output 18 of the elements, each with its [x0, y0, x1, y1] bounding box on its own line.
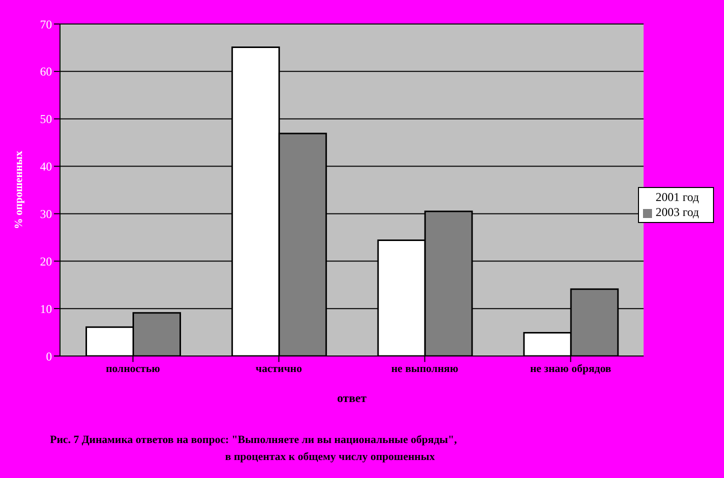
y-axis-title: % опрошенных: [12, 150, 25, 230]
x-axis-title: ответ: [337, 391, 367, 405]
text: Рис. 7 Динамика ответов на вопрос: "Выполняете ли вы национальные обряды",: [50, 433, 458, 448]
y-tick-label: 70: [40, 17, 52, 32]
text: в процентах к общему числу опрошенных: [224, 450, 436, 465]
y-tick-label: 30: [40, 206, 52, 221]
x-tick-label: не выполняю: [391, 362, 458, 375]
y-tick-label: 0: [46, 349, 52, 364]
y-tick-label: 20: [40, 254, 52, 268]
text: 2001 год: [656, 190, 699, 204]
x-tick-label: частично: [256, 362, 303, 375]
y-tick-label: 10: [40, 302, 52, 316]
y-tick-label: 40: [40, 160, 52, 174]
y-tick-label: 60: [40, 64, 52, 79]
y-tick-label: 50: [40, 112, 52, 126]
x-tick-label: не знаю обрядов: [530, 362, 612, 375]
legend-label: 2003 год: [656, 205, 699, 219]
x-tick-label: полностью: [106, 362, 160, 375]
